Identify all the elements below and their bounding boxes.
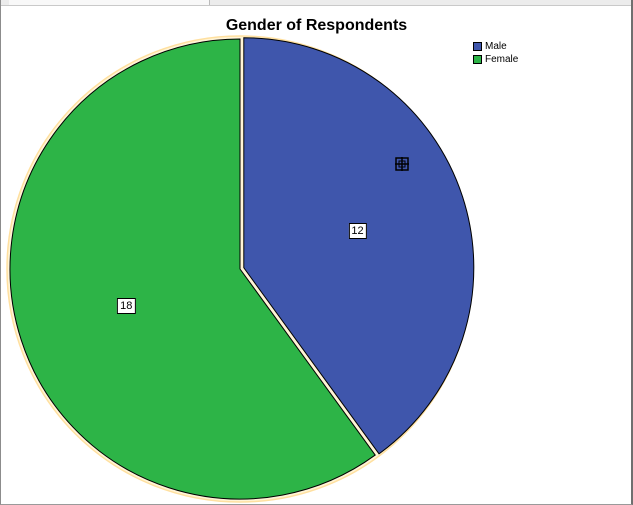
pie-slice-female (9, 38, 376, 500)
data-label-male: 12 (348, 222, 367, 239)
window-tab (9, 0, 210, 5)
legend-item-female: Female (473, 53, 518, 66)
data-label-female: 18 (117, 297, 136, 314)
legend-label-female: Female (485, 54, 519, 65)
legend-swatch-male (473, 42, 482, 51)
window-top-strip (0, 0, 633, 6)
crosshair-move-icon (395, 157, 409, 176)
legend-swatch-female (473, 55, 482, 64)
chart-legend: Male Female (473, 40, 518, 66)
legend-label-male: Male (485, 41, 507, 52)
legend-item-male: Male (473, 40, 518, 53)
chart-title: Gender of Respondents (225, 17, 408, 34)
pie-slice-male (243, 37, 475, 455)
